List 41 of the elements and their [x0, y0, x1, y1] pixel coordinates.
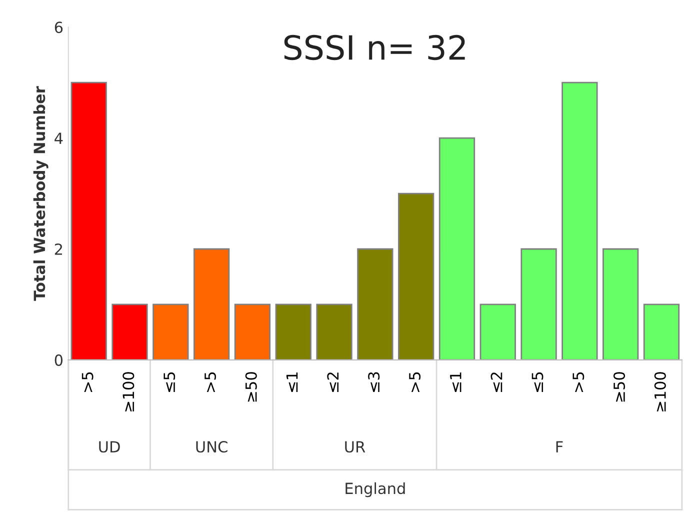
bar	[316, 304, 352, 360]
x-tick-label: >5	[572, 372, 584, 392]
text: England	[346, 482, 405, 498]
bar	[152, 304, 189, 360]
bar	[193, 248, 230, 360]
bar	[398, 192, 434, 360]
bar	[112, 304, 148, 360]
x-tick-label: ≤2	[327, 372, 338, 392]
y-tick-label: 2	[54, 243, 62, 255]
bar	[438, 137, 476, 360]
bar	[357, 248, 394, 360]
bar	[275, 304, 312, 360]
bar	[234, 304, 271, 360]
x-tick-label: ≤5	[164, 372, 176, 392]
y-tick-label: 6	[54, 22, 63, 34]
bar	[602, 248, 639, 360]
x-tick-label: >5	[409, 372, 421, 392]
x-tick-label: ≤3	[368, 372, 380, 392]
x-tick-label: ≥100	[122, 372, 134, 412]
text: UD	[99, 441, 120, 453]
text: UNC	[196, 441, 228, 453]
x-tick-label: ≤1	[450, 372, 462, 392]
x-tick-label: ≥50	[245, 372, 257, 402]
x-tick-label: ≥50	[613, 372, 626, 402]
bar	[520, 248, 557, 360]
x-tick-label: ≥100	[654, 372, 666, 412]
x-tick-label: >5	[204, 372, 216, 392]
bar	[562, 82, 598, 360]
x-tick-label: ≤2	[490, 372, 502, 392]
y-tick-label: 0	[54, 354, 63, 366]
text: F	[556, 441, 563, 452]
text: UR	[345, 441, 366, 453]
x-tick-label: ≤1	[286, 372, 298, 392]
x-tick-label: ≤5	[532, 372, 544, 392]
bar	[480, 304, 516, 360]
x-tick-label: >5	[82, 372, 94, 392]
y-axis-title: Total Waterbody Number	[33, 86, 48, 301]
bar	[643, 304, 680, 360]
chart-title: SSSI n= 32	[284, 34, 465, 60]
bar	[70, 82, 107, 360]
y-tick-label: 4	[54, 132, 63, 144]
